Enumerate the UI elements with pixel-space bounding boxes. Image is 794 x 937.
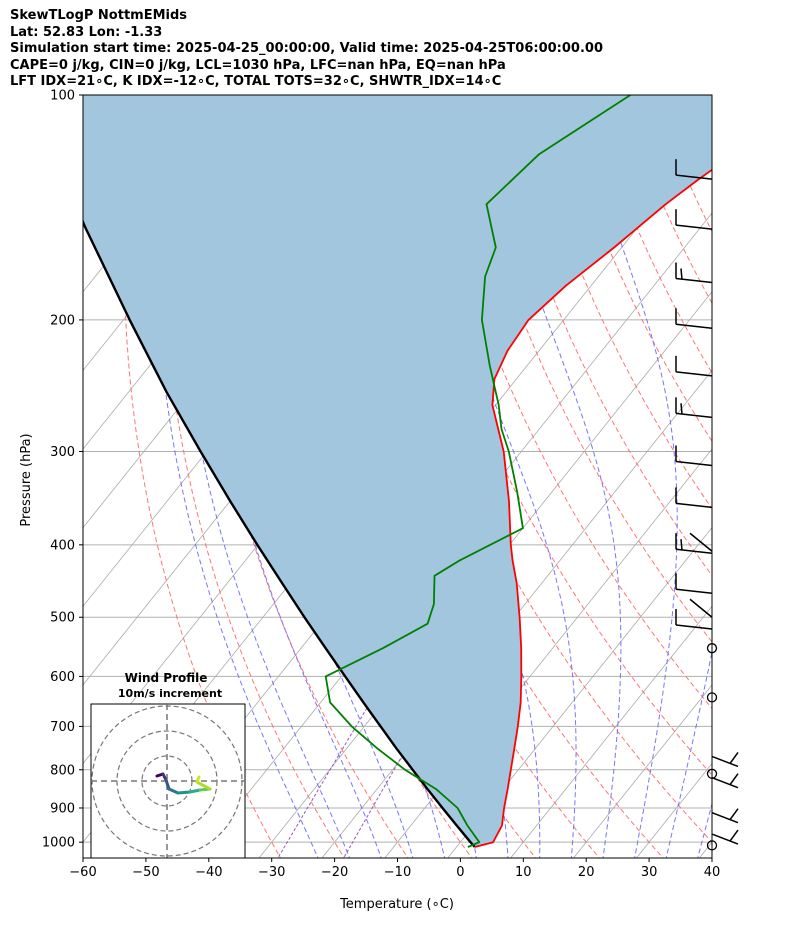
y-tick-label: 900 xyxy=(50,801,75,816)
x-tick-label: −40 xyxy=(195,865,222,880)
dry-adiabat xyxy=(195,95,409,858)
time-line: Simulation start time: 2025-04-25_00:00:… xyxy=(10,41,603,56)
x-tick-label: 20 xyxy=(578,865,595,880)
wind-barb xyxy=(675,262,713,284)
series-layer xyxy=(83,95,712,848)
isotherm-line xyxy=(573,684,712,858)
index-line: LFT IDX=21∘C, K IDX=-12∘C, TOTAL TOTS=32… xyxy=(10,74,502,89)
y-tick-label: 700 xyxy=(50,720,75,735)
inset-subtitle: 10m/s increment xyxy=(118,687,222,700)
x-tick-label: 40 xyxy=(704,865,721,880)
mixing-ratio-line xyxy=(277,676,387,858)
x-tick-label: −10 xyxy=(384,865,411,880)
x-tick-label: −60 xyxy=(69,865,96,880)
hodograph-segment xyxy=(195,780,212,791)
wind-barb xyxy=(675,397,713,419)
wind-barb xyxy=(675,209,713,230)
dry-adiabat xyxy=(712,78,794,861)
y-axis-label: Pressure (hPa) xyxy=(19,433,34,526)
wind-barb xyxy=(675,159,713,180)
hodograph-segment xyxy=(188,788,202,794)
wind-barbs-layer xyxy=(675,159,739,851)
x-tick-label: −30 xyxy=(258,865,285,880)
wind-barb xyxy=(711,773,739,789)
y-ticks: 100 200 300 400 500 600 700 800 900 1000 xyxy=(42,89,83,851)
y-tick-label: 500 xyxy=(50,611,75,626)
x-ticks: −60 −50 −40 −30 −20 −10 0 10 20 30 40 xyxy=(69,858,720,880)
isotherm-line xyxy=(447,527,712,858)
location-line: Lat: 52.83 Lon: -1.33 xyxy=(10,24,163,40)
dry-adiabat xyxy=(555,95,712,443)
dry-adiabat xyxy=(685,95,712,159)
y-tick-label: 600 xyxy=(50,670,75,685)
isotherm-line xyxy=(258,291,712,858)
x-tick-label: 30 xyxy=(641,865,658,880)
x-tick-label: 0 xyxy=(456,865,464,880)
dry-adiabat xyxy=(522,95,712,510)
hodograph-segment xyxy=(176,790,192,795)
x-tick-label: −20 xyxy=(321,865,348,880)
wind-barb xyxy=(689,598,713,618)
y-tick-label: 1000 xyxy=(42,836,75,851)
y-tick-label: 300 xyxy=(50,445,75,460)
isotherm-line xyxy=(195,212,712,858)
wind-barb xyxy=(675,308,713,330)
y-tick-label: 800 xyxy=(50,763,75,778)
moist-adiabat xyxy=(665,95,712,858)
moist-adiabat xyxy=(728,95,794,861)
dry-adiabat xyxy=(776,78,794,861)
moist-adiabat xyxy=(573,95,678,858)
y-tick-label: 200 xyxy=(50,313,75,328)
dewpoint-line xyxy=(324,95,631,848)
y-tick-label: 100 xyxy=(50,89,75,104)
hodograph-segment xyxy=(195,775,201,784)
moist-adiabat xyxy=(154,95,319,858)
x-axis-label: Temperature (∘C) xyxy=(339,897,454,912)
moist-adiabat xyxy=(482,95,622,858)
wind-barb xyxy=(711,829,739,845)
moist-adiabat xyxy=(413,95,577,858)
dry-adiabat xyxy=(744,78,794,861)
dry-adiabat xyxy=(123,95,282,858)
wind-barb xyxy=(711,752,739,768)
hodograph-segment xyxy=(167,787,180,795)
chart-title: SkewTLogP NottmEMids xyxy=(10,8,188,23)
wind-barb xyxy=(675,445,713,467)
wind-barb xyxy=(675,609,713,630)
moist-adiabat xyxy=(697,802,712,858)
inset-title: Wind Profile xyxy=(125,671,208,685)
x-tick-label: −50 xyxy=(132,865,159,880)
hodograph-segment xyxy=(164,778,171,791)
chart-header: SkewTLogP NottmEMids Lat: 52.83 Lon: -1.… xyxy=(10,8,603,91)
isotherm-line xyxy=(698,841,712,858)
wind-barb xyxy=(675,487,713,509)
wind-barb xyxy=(675,573,713,595)
cin-area-fill xyxy=(83,95,712,847)
isotherm-line xyxy=(510,605,712,858)
parcel-profile-line xyxy=(83,218,476,848)
wind-profile-inset xyxy=(90,703,246,859)
wind-barb xyxy=(675,533,713,554)
dry-adiabat xyxy=(490,95,712,577)
wind-barb xyxy=(711,808,739,824)
dry-adiabat xyxy=(424,95,712,710)
cape-line: CAPE=0 j/kg, CIN=0 j/kg, LCL=1030 hPa, L… xyxy=(10,57,506,73)
y-tick-label: 400 xyxy=(50,538,75,553)
wind-barb xyxy=(675,355,713,377)
moist-adiabat xyxy=(198,95,382,858)
temperature-line xyxy=(474,168,712,848)
wind-barb xyxy=(689,532,713,552)
x-tick-label: 10 xyxy=(515,865,532,880)
